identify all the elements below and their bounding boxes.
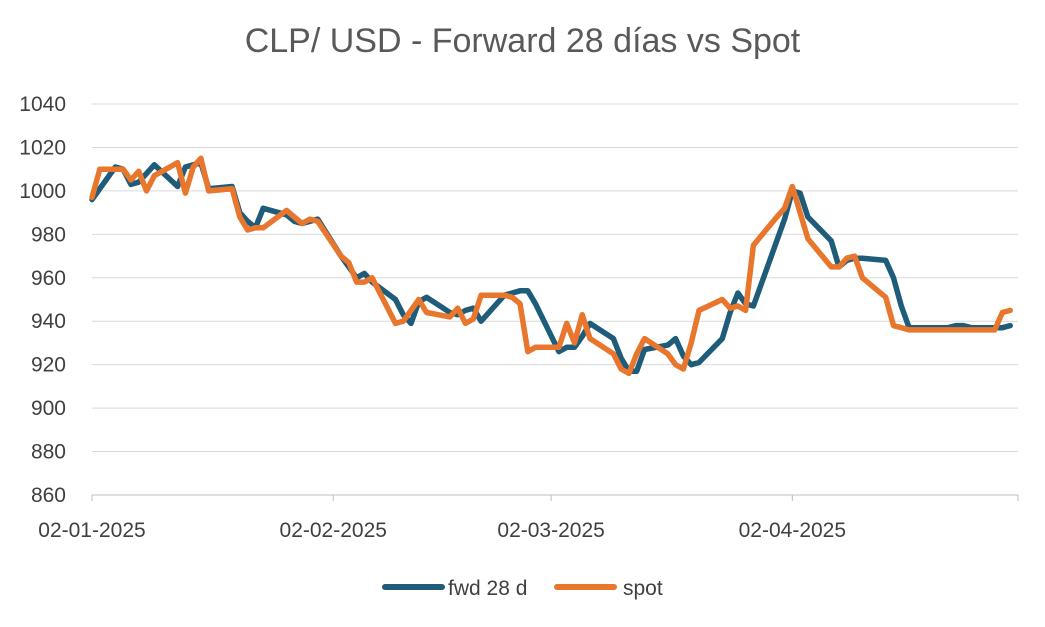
y-tick-label: 920 [31, 354, 66, 377]
y-tick-label: 1040 [19, 93, 66, 116]
chart-title: CLP/ USD - Forward 28 días vs Spot [244, 22, 801, 60]
y-tick-label: 880 [31, 441, 66, 464]
y-tick-label: 1020 [19, 136, 66, 159]
x-tick-label: 02-04-2025 [739, 519, 846, 542]
y-tick-label: 980 [31, 223, 66, 246]
y-tick-label: 960 [31, 267, 66, 290]
x-tick-label: 02-03-2025 [497, 519, 604, 542]
x-tick-label: 02-02-2025 [280, 519, 387, 542]
series-line-fwd [89, 159, 1013, 374]
x-tick-label: 02-01-2025 [38, 519, 145, 542]
y-tick-label: 860 [31, 484, 66, 507]
y-tick-label: 1000 [19, 180, 66, 203]
legend-label: spot [623, 577, 663, 600]
y-tick-label: 940 [31, 310, 66, 333]
series-line-spot [89, 155, 1013, 377]
legend-label: fwd 28 d [448, 577, 527, 600]
y-tick-label: 900 [31, 397, 66, 420]
